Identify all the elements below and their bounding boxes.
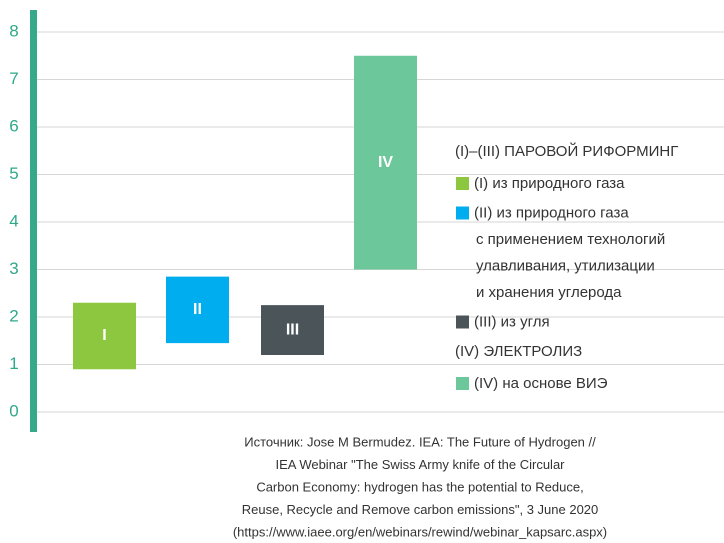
bar-label: II (193, 301, 202, 318)
legend-label: с применением технологий (476, 231, 665, 248)
legend-swatch (456, 177, 469, 190)
bar-label: IV (378, 154, 393, 171)
bar (261, 305, 324, 355)
y-tick-label: 3 (9, 259, 18, 278)
bar-label: I (102, 327, 106, 344)
y-tick-label: 2 (9, 306, 18, 325)
legend-label: улавливания, утилизации (476, 257, 655, 274)
y-tick-label: 5 (9, 164, 18, 183)
legend-title: (IV) ЭЛЕКТРОЛИЗ (455, 343, 582, 360)
source-text: Reuse, Recycle and Remove carbon emissio… (242, 502, 599, 517)
bar (166, 276, 229, 344)
y-tick-label: 0 (9, 401, 18, 420)
y-tick-label: 4 (9, 211, 18, 230)
axis-strip (30, 10, 37, 432)
source-text: IEA Webinar "The Swiss Army knife of the… (275, 457, 565, 472)
bar-label: III (286, 321, 299, 338)
source-text: (https://www.iaee.org/en/webinars/rewind… (233, 524, 607, 539)
legend-label: (II) из природного газа (474, 204, 629, 221)
legend-swatch (456, 315, 469, 329)
y-tick-label: 1 (9, 354, 18, 373)
source-text: Источник: Jose M Bermudez. IEA: The Futu… (244, 434, 596, 449)
legend-label: (III) из угля (474, 313, 550, 330)
bar (73, 302, 136, 370)
source-text: Carbon Economy: hydrogen has the potenti… (256, 479, 583, 494)
legend-title: (I)–(III) ПАРОВОЙ РИФОРМИНГ (455, 142, 678, 160)
legend-label: (IV) на основе ВИЭ (474, 375, 608, 392)
y-tick-label: 8 (9, 21, 18, 40)
bar (354, 55, 417, 270)
y-tick-label: 7 (9, 69, 18, 88)
legend-swatch (456, 377, 469, 390)
legend-label: (I) из природного газа (474, 175, 625, 192)
legend-label: и хранения углерода (476, 284, 622, 301)
y-tick-label: 6 (9, 116, 18, 135)
legend-swatch (456, 206, 469, 220)
